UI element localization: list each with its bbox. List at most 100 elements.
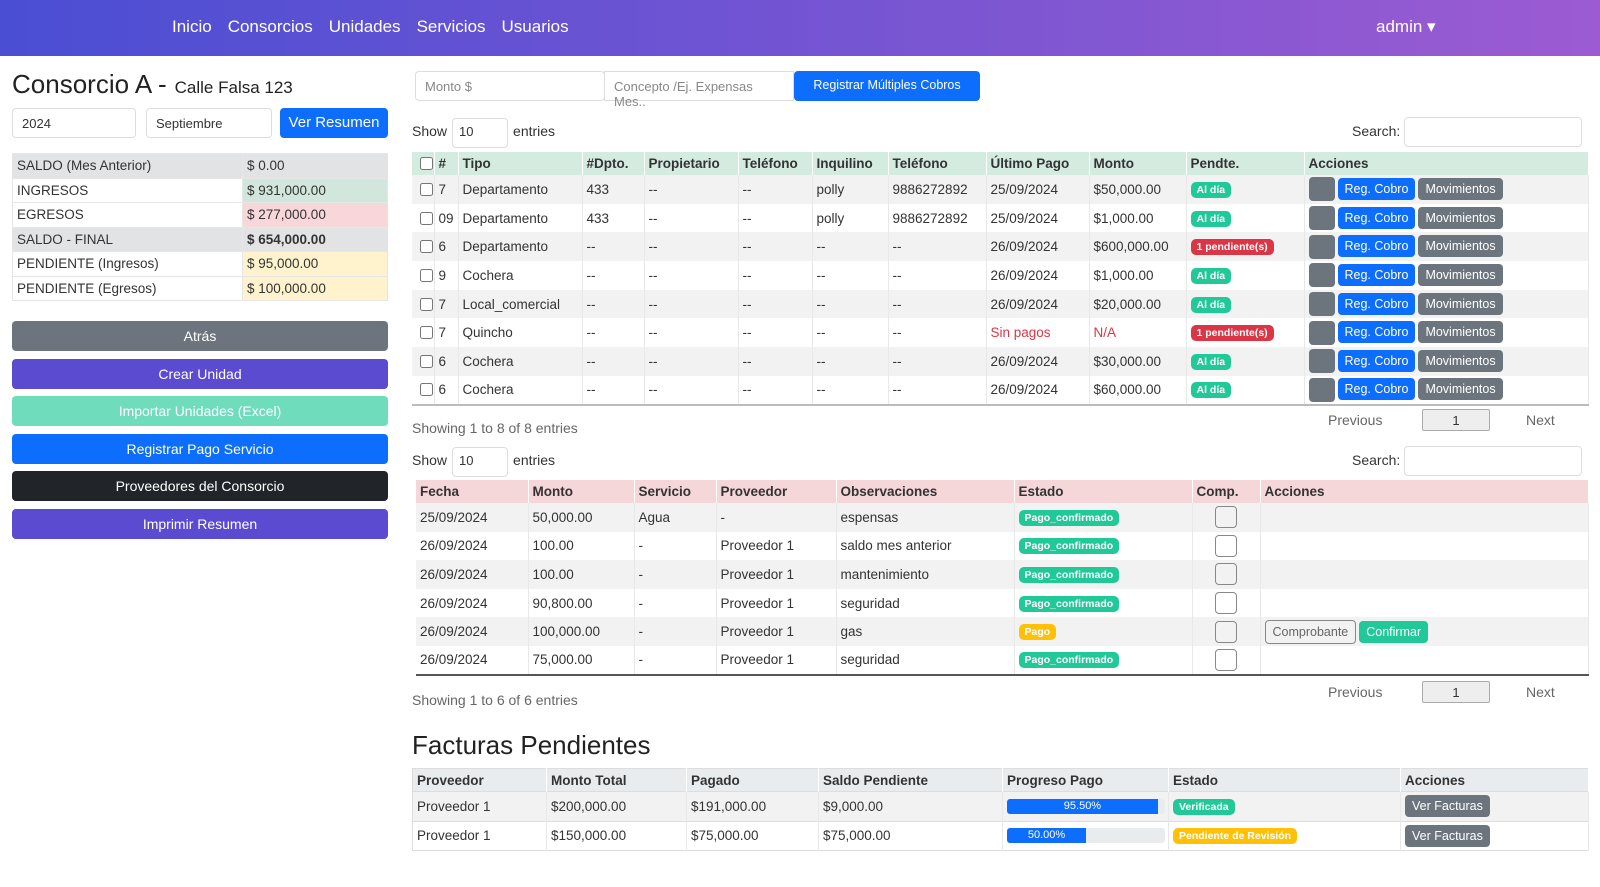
- checkbox[interactable]: [420, 157, 433, 170]
- next[interactable]: Next: [1526, 684, 1555, 700]
- sidebar-button[interactable]: Registrar Pago Servicio: [12, 433, 388, 464]
- invoices-button[interactable]: Ver Facturas: [1405, 795, 1490, 818]
- body: 7 Departamento 433 -- -- polly 9886272892 25/09…: [412, 175, 1589, 405]
- charge-button[interactable]: Reg. Cobro: [1337, 292, 1416, 315]
- cell: --: [812, 318, 889, 348]
- movements-button[interactable]: Movimientos: [1418, 350, 1503, 373]
- main: Monto $ Concepto /Ej. Expensas Mes.. Regis…: [410, 56, 1600, 887]
- cell: 6: [434, 375, 459, 405]
- receipt-button[interactable]: [1215, 506, 1237, 529]
- actions: Reg. Cobro Movimientos: [1304, 261, 1589, 290]
- movements-button[interactable]: Movimientos: [1418, 292, 1503, 315]
- action-button[interactable]: Comprobante: [1264, 619, 1357, 644]
- select[interactable]: [412, 347, 435, 376]
- length-select[interactable]: 10: [452, 447, 509, 477]
- edit-button[interactable]: [1308, 320, 1335, 345]
- checkbox[interactable]: [420, 182, 433, 196]
- page-number[interactable]: 1: [1422, 409, 1490, 431]
- invoices-button[interactable]: Ver Facturas: [1405, 824, 1490, 847]
- cell: Proveedor 1: [716, 645, 837, 675]
- receipt-button[interactable]: [1215, 534, 1237, 557]
- movements-button[interactable]: Movimientos: [1418, 263, 1503, 286]
- month-select[interactable]: Septiembre: [146, 108, 272, 138]
- checkbox[interactable]: [420, 240, 433, 254]
- movements-button[interactable]: Movimientos: [1418, 177, 1503, 200]
- previous[interactable]: Previous: [1328, 684, 1383, 700]
- charge-button[interactable]: Reg. Cobro: [1337, 321, 1416, 344]
- charge-button[interactable]: Reg. Cobro: [1337, 350, 1416, 373]
- checkbox[interactable]: [420, 297, 433, 311]
- nav-link[interactable]: Inicio: [172, 17, 212, 36]
- receipt: [1192, 503, 1261, 532]
- sidebar-button[interactable]: Proveedores del Consorcio: [12, 471, 388, 502]
- edit-button[interactable]: [1308, 206, 1335, 231]
- select[interactable]: [412, 261, 435, 290]
- search-input[interactable]: [1404, 117, 1583, 147]
- cell: --: [812, 232, 889, 262]
- concept-input[interactable]: Concepto /Ej. Expensas Mes..: [604, 71, 794, 109]
- edit-button[interactable]: [1308, 263, 1335, 288]
- charge-button[interactable]: Reg. Cobro: [1337, 378, 1416, 401]
- charge-button[interactable]: Reg. Cobro: [1337, 177, 1416, 200]
- edit-button[interactable]: [1308, 292, 1335, 317]
- checkbox[interactable]: [420, 211, 433, 225]
- edit-button[interactable]: [1308, 234, 1335, 259]
- status-cell: Al día: [1186, 289, 1305, 319]
- register-button[interactable]: Registrar Múltiples Cobros: [794, 71, 980, 101]
- action-button[interactable]: Confirmar: [1359, 620, 1429, 643]
- search-input[interactable]: [1404, 446, 1583, 476]
- cell: 26/09/2024: [986, 232, 1090, 262]
- movements-button[interactable]: Movimientos: [1418, 321, 1503, 344]
- status-cell: Al día: [1186, 347, 1305, 376]
- select[interactable]: [412, 289, 435, 319]
- checkbox[interactable]: [420, 326, 433, 340]
- next[interactable]: Next: [1526, 412, 1555, 428]
- charge-button[interactable]: Reg. Cobro: [1337, 235, 1416, 258]
- select[interactable]: [412, 203, 435, 233]
- cell: Local_comercial: [458, 289, 583, 319]
- checkbox[interactable]: [420, 383, 433, 397]
- sidebar-button[interactable]: Imprimir Resumen: [12, 509, 388, 539]
- sidebar-button[interactable]: Atrás: [12, 321, 388, 351]
- nav-link[interactable]: Usuarios: [501, 17, 569, 36]
- cell: 7: [434, 175, 459, 204]
- edit-button[interactable]: [1308, 177, 1335, 202]
- select[interactable]: [412, 375, 435, 405]
- nav-link[interactable]: Unidades: [328, 17, 401, 36]
- sidebar-button[interactable]: Importar Unidades (Excel): [12, 396, 388, 427]
- select[interactable]: [412, 318, 435, 348]
- user-menu[interactable]: admin ▾: [1376, 17, 1436, 36]
- nav-link[interactable]: Servicios: [416, 17, 486, 36]
- select[interactable]: [412, 175, 435, 204]
- status-cell: Pago: [1014, 617, 1193, 646]
- receipt-button[interactable]: [1215, 563, 1237, 586]
- view-button[interactable]: Ver Resumen: [280, 108, 388, 138]
- sidebar-button[interactable]: Crear Unidad: [12, 358, 388, 389]
- select-all[interactable]: [412, 152, 435, 175]
- cell: $75,000.00: [686, 821, 819, 851]
- year-select[interactable]: 2024: [12, 108, 136, 138]
- page-number[interactable]: 1: [1422, 681, 1490, 703]
- cell: 26/09/2024: [416, 588, 529, 618]
- cell: --: [888, 347, 987, 376]
- amount-input[interactable]: Monto $: [415, 71, 605, 101]
- nav-link[interactable]: Consorcios: [227, 17, 313, 36]
- select[interactable]: [412, 232, 435, 262]
- service-row: 25/09/2024 50,000.00 Agua - espensas Pago_con…: [416, 503, 1589, 532]
- charge-button[interactable]: Reg. Cobro: [1337, 206, 1416, 229]
- receipt-button[interactable]: [1215, 620, 1237, 643]
- summary-label: SALDO - FINAL: [12, 226, 243, 252]
- previous[interactable]: Previous: [1328, 412, 1383, 428]
- movements-button[interactable]: Movimientos: [1418, 206, 1503, 229]
- charge-button[interactable]: Reg. Cobro: [1337, 263, 1416, 286]
- unit-row: 7 Departamento 433 -- -- polly 9886272892 25/09…: [412, 175, 1589, 204]
- edit-button[interactable]: [1308, 349, 1335, 374]
- receipt-button[interactable]: [1215, 592, 1237, 615]
- checkbox[interactable]: [420, 268, 433, 282]
- length-select[interactable]: 10: [452, 118, 509, 148]
- checkbox[interactable]: [420, 354, 433, 368]
- edit-button[interactable]: [1308, 377, 1335, 402]
- movements-button[interactable]: Movimientos: [1418, 378, 1503, 401]
- movements-button[interactable]: Movimientos: [1418, 235, 1503, 258]
- receipt-button[interactable]: [1215, 648, 1237, 671]
